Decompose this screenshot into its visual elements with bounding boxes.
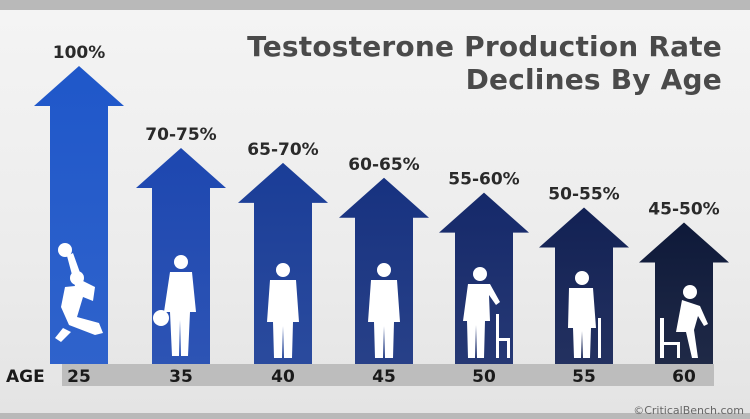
age-axis-label: AGE — [6, 367, 45, 387]
arrow-bar-55 — [539, 207, 629, 364]
arrow-bars-group: 100% 25 70-75% 35 65-70% 40 60-65% 45 55-60% 50 50… — [34, 43, 729, 387]
age-tick-45: 45 — [372, 367, 396, 387]
value-label-55: 50-55% — [548, 185, 619, 205]
standing-man-figure — [368, 263, 400, 358]
value-label-25: 100% — [53, 43, 106, 63]
value-label-35: 70-75% — [145, 125, 216, 145]
title-line-1: Testosterone Production Rate — [247, 30, 722, 63]
age-tick-55: 55 — [572, 367, 596, 387]
age-tick-60: 60 — [672, 367, 696, 387]
age-tick-50: 50 — [472, 367, 496, 387]
value-label-40: 65-70% — [247, 140, 318, 160]
basketball-dunk-figure — [55, 243, 103, 342]
standing-man-figure — [267, 263, 299, 358]
value-label-50: 55-60% — [448, 170, 519, 190]
basketball-player-figure — [153, 255, 196, 356]
title-line-2: Declines By Age — [465, 63, 722, 96]
age-tick-35: 35 — [169, 367, 193, 387]
elderly-man-sitting-figure — [660, 285, 708, 358]
watermark: ©CriticalBench.com — [633, 404, 744, 417]
arrow-bar-25 — [34, 66, 124, 364]
value-label-45: 60-65% — [348, 155, 419, 175]
age-axis-bar — [62, 364, 714, 386]
elderly-man-with-cane-figure — [568, 271, 601, 358]
age-tick-25: 25 — [67, 367, 91, 387]
age-tick-40: 40 — [271, 367, 295, 387]
value-label-60: 45-50% — [648, 199, 719, 219]
chart-title: Testosterone Production Rate Declines By… — [247, 30, 722, 96]
bar-chart: AGE 100% 25 70-75% 35 65-70% 40 60-65% 45 55-60%… — [6, 43, 729, 387]
man-with-chair-figure — [463, 267, 510, 358]
